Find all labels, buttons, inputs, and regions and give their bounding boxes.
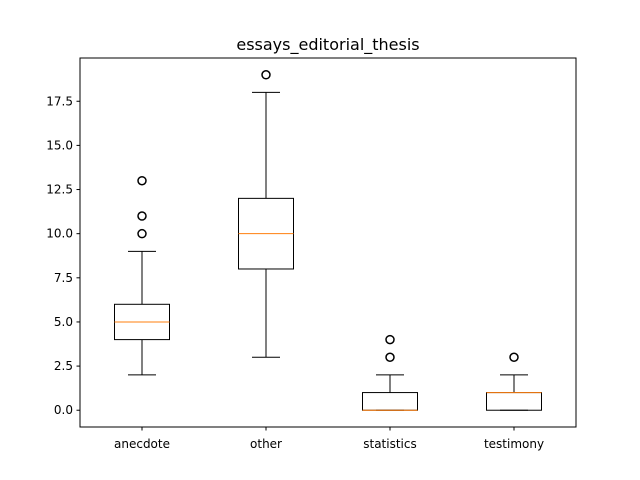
outlier-point (261, 70, 271, 80)
y-tick-label: 17.5 (46, 94, 73, 108)
outlier-point (509, 352, 519, 363)
x-tick-label: other (250, 437, 282, 451)
outlier-point (137, 211, 147, 221)
outlier-point (137, 228, 147, 239)
y-tick-label: 10.0 (46, 227, 73, 241)
x-tick-label: statistics (363, 437, 417, 451)
chart-title: essays_editorial_thesis (236, 35, 419, 55)
x-tick-label: anecdote (114, 437, 170, 451)
y-tick-label: 2.5 (54, 359, 73, 373)
axes-frame (79, 57, 577, 428)
plot-area: 0.0 2.5 5.0 7.5 10.0 12.5 15.0 17.5 anecdote othe… (46, 70, 544, 451)
x-tick-label: testimony (484, 437, 544, 451)
y-tick-label: 0.0 (54, 403, 73, 417)
y-tick-label: 12.5 (46, 183, 73, 197)
y-tick-label: 7.5 (54, 271, 73, 285)
y-tick-label: 15.0 (46, 138, 73, 152)
outlier-point (137, 175, 147, 186)
y-tick-label: 5.0 (54, 315, 73, 329)
outlier-point (385, 352, 395, 363)
outlier-point (385, 334, 395, 345)
